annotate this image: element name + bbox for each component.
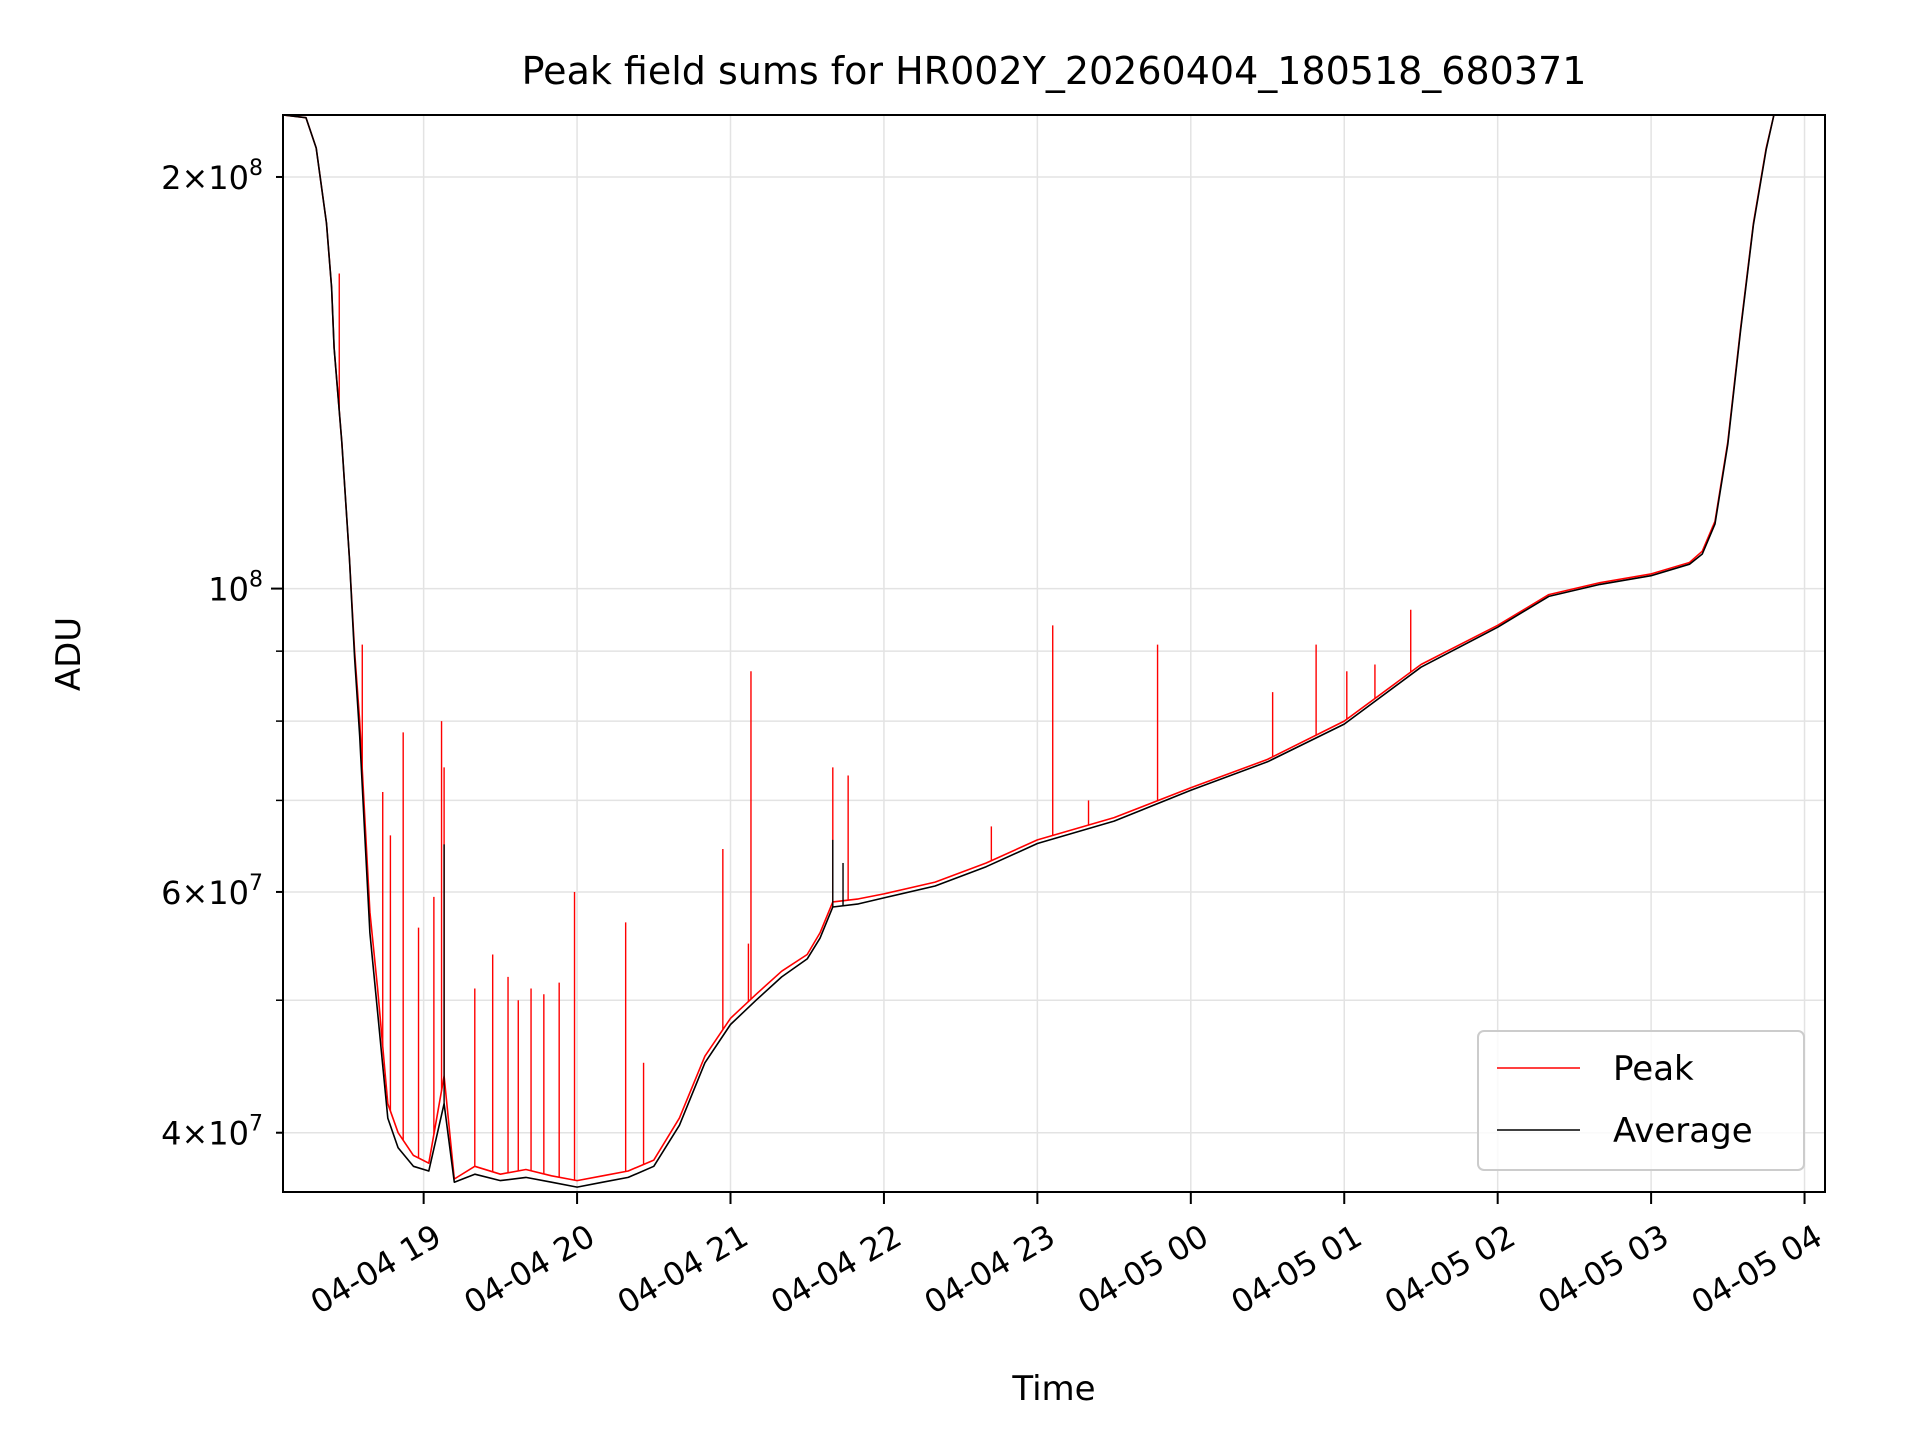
series-peak [282, 114, 1775, 1182]
chart-title: Peak field sums for HR002Y_20260404_1805… [522, 49, 1587, 93]
legend-average-label: Average [1613, 1111, 1753, 1151]
legend-peak-label: Peak [1613, 1049, 1694, 1089]
plot-area [282, 114, 1775, 1188]
legend: Peak Average [1477, 1030, 1805, 1171]
series-average [282, 114, 1775, 1188]
axes-frame [282, 114, 1826, 1193]
series-average-line [282, 114, 1775, 1188]
legend-box [1477, 1030, 1805, 1171]
x-axis-label: Time [1011, 1369, 1095, 1409]
y-axis: 4×107 6×107 108 2×108 [161, 156, 283, 1153]
y-axis-label: ADU [49, 617, 89, 691]
y-tick-label: 4×107 [161, 1112, 263, 1153]
y-tick-label: 2×108 [161, 156, 263, 197]
y-tick-label: 108 [208, 568, 263, 609]
grid [283, 115, 1825, 1192]
y-tick-label: 6×107 [161, 871, 263, 912]
series-peak-line [282, 114, 1775, 1182]
